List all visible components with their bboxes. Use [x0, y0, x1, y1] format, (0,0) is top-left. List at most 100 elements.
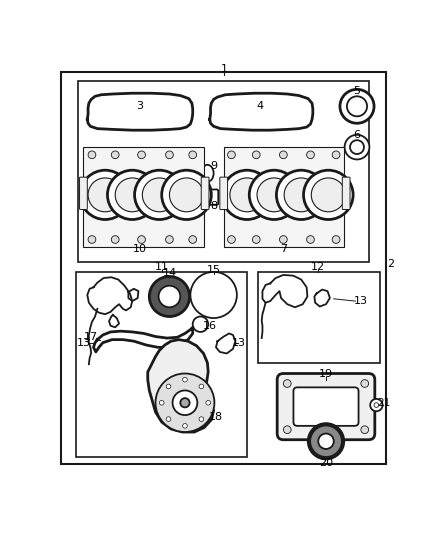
Circle shape: [332, 236, 340, 244]
Circle shape: [345, 135, 369, 159]
Circle shape: [166, 417, 171, 422]
Circle shape: [159, 286, 180, 308]
Circle shape: [183, 424, 187, 428]
Text: 13: 13: [232, 338, 246, 348]
Circle shape: [304, 170, 353, 220]
Circle shape: [311, 178, 346, 212]
FancyBboxPatch shape: [342, 177, 350, 209]
Circle shape: [307, 236, 314, 244]
Circle shape: [347, 96, 367, 116]
Circle shape: [115, 178, 149, 212]
Circle shape: [189, 236, 197, 244]
Ellipse shape: [201, 165, 214, 182]
Text: 17: 17: [84, 332, 98, 342]
Circle shape: [318, 433, 334, 449]
Circle shape: [111, 236, 119, 244]
Circle shape: [166, 236, 173, 244]
Circle shape: [228, 236, 235, 244]
Circle shape: [199, 417, 204, 422]
Circle shape: [159, 400, 164, 405]
Circle shape: [173, 391, 198, 415]
Circle shape: [307, 151, 314, 159]
FancyBboxPatch shape: [293, 387, 359, 426]
Circle shape: [134, 170, 184, 220]
Circle shape: [276, 170, 326, 220]
Circle shape: [279, 151, 287, 159]
FancyBboxPatch shape: [277, 374, 375, 440]
Bar: [77, 272, 247, 457]
Circle shape: [88, 236, 96, 244]
Circle shape: [180, 398, 190, 407]
Circle shape: [183, 377, 187, 382]
Bar: [258, 272, 380, 363]
Circle shape: [138, 151, 145, 159]
Text: 13: 13: [77, 338, 91, 348]
Text: 21: 21: [378, 398, 391, 408]
Text: 15: 15: [207, 265, 221, 276]
Circle shape: [374, 403, 379, 407]
Circle shape: [361, 379, 369, 387]
Text: 7: 7: [280, 244, 287, 254]
Circle shape: [340, 90, 374, 123]
Circle shape: [284, 178, 318, 212]
Bar: [83, 147, 204, 247]
Text: 8: 8: [210, 201, 217, 212]
Circle shape: [162, 170, 211, 220]
Bar: [78, 81, 369, 262]
Circle shape: [193, 317, 208, 332]
Circle shape: [155, 374, 214, 432]
FancyBboxPatch shape: [201, 177, 209, 209]
Circle shape: [166, 151, 173, 159]
Circle shape: [191, 272, 237, 318]
Text: 14: 14: [162, 269, 177, 278]
Circle shape: [249, 170, 299, 220]
FancyBboxPatch shape: [80, 177, 87, 209]
Circle shape: [230, 178, 264, 212]
Circle shape: [88, 178, 122, 212]
Circle shape: [222, 170, 272, 220]
Circle shape: [361, 426, 369, 433]
Circle shape: [138, 236, 145, 244]
Polygon shape: [148, 340, 214, 432]
Circle shape: [199, 384, 204, 389]
Circle shape: [370, 399, 382, 411]
Circle shape: [350, 140, 364, 154]
Circle shape: [283, 426, 291, 433]
Circle shape: [257, 178, 291, 212]
Circle shape: [142, 178, 177, 212]
Text: 4: 4: [257, 101, 264, 111]
Text: 10: 10: [133, 244, 147, 254]
Text: 13: 13: [354, 296, 368, 306]
Circle shape: [170, 178, 204, 212]
Text: 11: 11: [155, 262, 169, 272]
Circle shape: [309, 424, 343, 458]
Circle shape: [279, 236, 287, 244]
Circle shape: [149, 277, 190, 317]
Circle shape: [166, 384, 171, 389]
Text: 16: 16: [203, 321, 217, 331]
Text: 20: 20: [319, 458, 333, 468]
Text: 3: 3: [137, 101, 144, 111]
Text: 18: 18: [209, 411, 223, 422]
Text: 19: 19: [319, 369, 333, 379]
Text: 12: 12: [311, 262, 325, 272]
Circle shape: [283, 379, 291, 387]
Circle shape: [189, 151, 197, 159]
FancyBboxPatch shape: [197, 189, 218, 205]
Circle shape: [206, 400, 211, 405]
FancyBboxPatch shape: [220, 177, 228, 209]
Circle shape: [111, 151, 119, 159]
Text: 9: 9: [210, 161, 217, 172]
Text: 6: 6: [353, 130, 360, 140]
Circle shape: [88, 151, 96, 159]
Circle shape: [228, 151, 235, 159]
Circle shape: [332, 151, 340, 159]
Text: 2: 2: [387, 259, 394, 269]
Circle shape: [252, 236, 260, 244]
Text: 5: 5: [353, 86, 360, 96]
Circle shape: [252, 151, 260, 159]
Text: 1: 1: [221, 63, 228, 74]
Bar: [224, 147, 344, 247]
Circle shape: [107, 170, 157, 220]
Circle shape: [80, 170, 130, 220]
